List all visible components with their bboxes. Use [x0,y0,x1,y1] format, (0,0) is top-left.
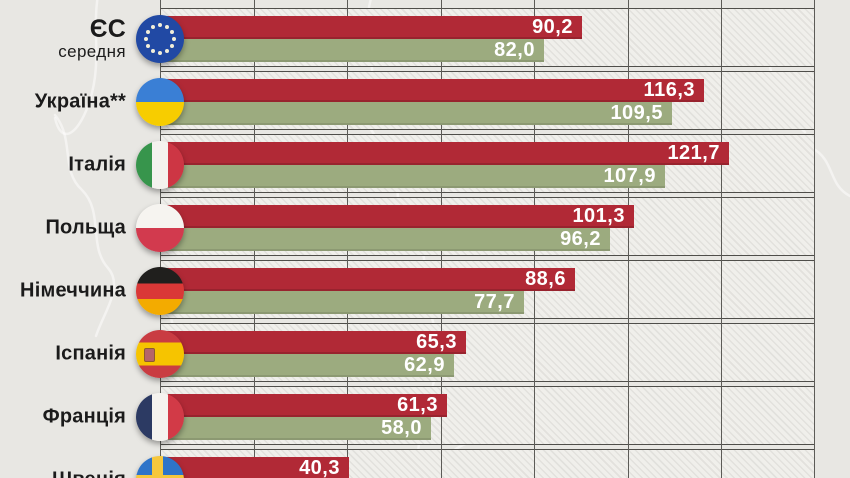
category-label-text: Італія [68,153,126,176]
green-bar-value: 58,0 [381,417,422,439]
category-label-text: Польща [45,216,126,239]
category-label-text: Україна** [34,90,126,113]
eu-star-dot [158,23,162,27]
category-label: Україна** [0,90,126,113]
green-bar-value: 107,9 [603,165,656,187]
gridline [814,0,815,478]
eu-star-dot [158,51,162,55]
red-bar-value: 121,7 [667,142,720,164]
eu-star-dot [165,24,169,29]
category-label: Франція [0,405,126,428]
green-bar-value: 77,7 [474,291,515,313]
flag-it-icon [136,141,184,189]
red-bar-value: 65,3 [416,331,457,353]
eu-star-dot [145,44,150,48]
red-bar-value: 90,2 [532,16,573,38]
category-label: Німеччина [0,279,126,302]
green-bar: 109,5 [160,102,672,125]
plot-area: 90,2 82,0 116,3 109,5 121,7 107,9 101,3 [136,0,815,478]
flag-fr-icon [136,393,184,441]
eu-star-dot [144,37,148,41]
green-bar: 58,0 [160,417,431,440]
eu-star-dot [172,37,176,41]
gridline [721,0,722,478]
flag-es-icon [136,330,184,378]
flag-de-icon [136,267,184,315]
category-label-text: ЄС [89,15,126,44]
red-bar: 90,2 [160,16,582,39]
category-label-text: Швеція [0,469,126,478]
eu-star-dot [170,44,175,48]
green-bar: 82,0 [160,39,544,62]
category-label: Швеція [0,469,126,478]
flag-pl-icon [136,204,184,252]
category-label-text: Франція [42,405,126,428]
red-bar: 88,6 [160,268,575,291]
eu-star-dot [151,24,155,29]
green-bar-value: 82,0 [494,39,535,61]
green-bar: 62,9 [160,354,454,377]
eu-star-dot [145,30,150,34]
eu-star-dot [170,30,175,34]
category-sublabel-text: середня [58,42,126,62]
eu-star-dot [165,49,169,54]
category-label: Іспанія [0,342,126,365]
category-label: ЄС середня [0,16,126,62]
flag-ua-icon [136,78,184,126]
red-bar: 61,3 [160,394,447,417]
red-bar: 65,3 [160,331,466,354]
green-bar-value: 96,2 [560,228,601,250]
eu-star-dot [151,49,155,54]
gridline [628,0,629,478]
red-bar-value: 116,3 [643,79,695,101]
red-bar-value: 88,6 [525,268,566,290]
red-bar: 101,3 [160,205,634,228]
green-bar-value: 62,9 [404,354,445,376]
flag-eu-icon [136,15,184,63]
category-label-text: Німеччина [20,279,126,302]
category-label-text: Іспанія [55,342,126,365]
green-bar: 77,7 [160,291,524,314]
category-label: Італія [0,153,126,176]
red-bar: 116,3 [160,79,704,102]
flag-se-icon [136,456,184,478]
green-bar: 96,2 [160,228,610,251]
green-bar-value: 109,5 [610,102,663,124]
red-bar-value: 40,3 [299,457,340,478]
red-bar-value: 101,3 [572,205,625,227]
green-bar: 107,9 [160,165,665,188]
red-bar: 40,3 [160,457,349,478]
red-bar: 121,7 [160,142,729,165]
red-bar-value: 61,3 [397,394,438,416]
category-label: Польща [0,216,126,239]
